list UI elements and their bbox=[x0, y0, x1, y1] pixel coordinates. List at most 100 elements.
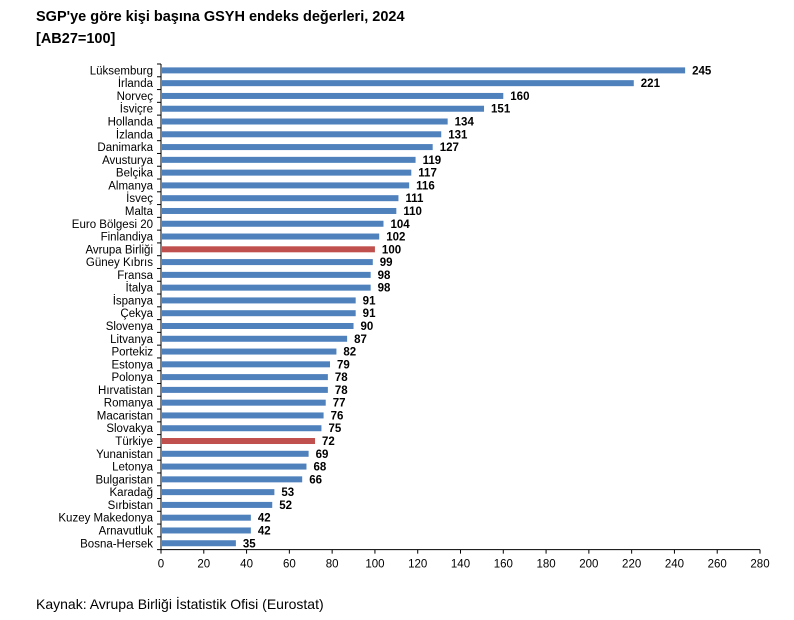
data-label: 69 bbox=[316, 449, 329, 461]
x-tick-label: 260 bbox=[708, 559, 727, 571]
category-label: Almanya bbox=[108, 180, 153, 192]
data-label: 82 bbox=[343, 347, 356, 359]
category-label: Bulgaristan bbox=[95, 474, 153, 486]
data-label: 111 bbox=[405, 193, 424, 205]
category-label: Hırvatistan bbox=[98, 385, 153, 397]
category-label: Lüksemburg bbox=[90, 65, 153, 77]
data-label: 78 bbox=[335, 385, 348, 397]
bar-sırbistan bbox=[162, 501, 273, 508]
category-label: Hollanda bbox=[108, 117, 154, 129]
bar-lüksemburg bbox=[162, 67, 686, 74]
bar-macaristan bbox=[162, 412, 324, 419]
data-label: 79 bbox=[337, 359, 350, 371]
category-label: Çekya bbox=[120, 308, 153, 320]
bar-türkiye bbox=[162, 438, 316, 445]
x-tick-label: 20 bbox=[197, 559, 210, 571]
title-line-1: SGP'ye göre kişi başına GSYH endeks değe… bbox=[36, 9, 405, 25]
category-label: Estonya bbox=[111, 359, 153, 371]
data-label: 75 bbox=[328, 423, 341, 435]
bar-güney-kıbrıs bbox=[162, 259, 373, 266]
bar-chart: 0 20 40 60 80 100 120 140 160 180 200 220 240 260 280 L… bbox=[58, 63, 770, 571]
bar-fransa bbox=[162, 271, 371, 278]
x-tick-label: 0 bbox=[158, 559, 164, 571]
data-label: 245 bbox=[692, 65, 712, 77]
category-label: Karadağ bbox=[110, 487, 153, 499]
category-label: İsveç bbox=[126, 192, 153, 205]
bar-belçika bbox=[162, 169, 412, 176]
category-label: Polonya bbox=[111, 372, 153, 384]
data-label: 151 bbox=[491, 104, 511, 116]
data-label: 76 bbox=[331, 410, 344, 422]
bar-estonya bbox=[162, 361, 331, 368]
data-label: 91 bbox=[363, 308, 376, 320]
bar-danimarka bbox=[162, 144, 433, 151]
category-label: Malta bbox=[125, 206, 154, 218]
bar-i̇spanya bbox=[162, 297, 356, 304]
category-label: Avrupa Birliği bbox=[85, 244, 153, 256]
data-label: 100 bbox=[382, 244, 401, 256]
category-label: İzlanda bbox=[116, 128, 154, 141]
bar-letonya bbox=[162, 463, 307, 470]
data-label: 104 bbox=[390, 219, 410, 231]
x-tick-label: 140 bbox=[451, 559, 470, 571]
data-label: 117 bbox=[418, 168, 437, 180]
bar-polonya bbox=[162, 374, 328, 381]
category-label: Letonya bbox=[112, 462, 154, 474]
data-label: 131 bbox=[448, 129, 468, 141]
x-tick-label: 240 bbox=[665, 559, 684, 571]
category-label: Slovakya bbox=[106, 423, 153, 435]
bar-çekya bbox=[162, 310, 356, 317]
bar-i̇rlanda bbox=[162, 80, 634, 87]
data-label: 68 bbox=[313, 462, 326, 474]
category-label: Finlandiya bbox=[101, 232, 154, 244]
x-tick-label: 80 bbox=[326, 559, 339, 571]
data-label: 98 bbox=[378, 283, 391, 295]
category-label: Belçika bbox=[116, 168, 154, 180]
x-tick-label: 200 bbox=[579, 559, 598, 571]
category-label: İtalya bbox=[126, 282, 154, 295]
data-label: 78 bbox=[335, 372, 348, 384]
bar-avusturya bbox=[162, 156, 416, 163]
category-label: Slovenya bbox=[106, 321, 154, 333]
data-label: 99 bbox=[380, 257, 393, 269]
category-label: Euro Bölgesi 20 bbox=[72, 219, 153, 231]
data-label: 77 bbox=[333, 398, 346, 410]
data-label: 221 bbox=[641, 78, 661, 90]
bar-hırvatistan bbox=[162, 386, 328, 393]
category-label: Litvanya bbox=[110, 334, 153, 346]
category-label: Türkiye bbox=[115, 436, 153, 448]
category-label: İspanya bbox=[113, 294, 154, 307]
bar-karadağ bbox=[162, 489, 275, 496]
x-tick-label: 60 bbox=[283, 559, 296, 571]
bar-litvanya bbox=[162, 335, 348, 342]
bar-malta bbox=[162, 207, 397, 214]
x-tick-label: 220 bbox=[622, 559, 641, 571]
data-label: 110 bbox=[403, 206, 422, 218]
bar-norveç bbox=[162, 92, 504, 99]
data-label: 119 bbox=[423, 155, 442, 167]
x-tick-label: 40 bbox=[240, 559, 253, 571]
x-tick-label: 160 bbox=[494, 559, 513, 571]
bar-slovenya bbox=[162, 322, 354, 329]
data-label: 134 bbox=[455, 117, 475, 129]
category-label: Macaristan bbox=[97, 410, 153, 422]
category-label: Portekiz bbox=[111, 347, 153, 359]
category-label: Kuzey Makedonya bbox=[58, 513, 153, 525]
source-note: Kaynak: Avrupa Birliği İstatistik Ofisi … bbox=[36, 596, 324, 612]
data-label: 90 bbox=[361, 321, 374, 333]
category-label: Bosna-Hersek bbox=[80, 538, 153, 550]
data-label: 98 bbox=[378, 270, 391, 282]
data-label: 35 bbox=[243, 538, 256, 550]
bar-avrupa-birliği bbox=[162, 246, 375, 253]
bar-yunanistan bbox=[162, 450, 309, 457]
category-label: Yunanistan bbox=[96, 449, 153, 461]
data-label: 42 bbox=[258, 513, 271, 525]
bar-arnavutluk bbox=[162, 527, 251, 534]
bar-romanya bbox=[162, 399, 326, 406]
bar-i̇zlanda bbox=[162, 131, 442, 138]
category-label: Avusturya bbox=[102, 155, 154, 167]
category-label: Romanya bbox=[104, 398, 154, 410]
x-tick-label: 120 bbox=[408, 559, 427, 571]
title-line-2: [AB27=100] bbox=[36, 31, 116, 47]
data-label: 53 bbox=[281, 487, 294, 499]
